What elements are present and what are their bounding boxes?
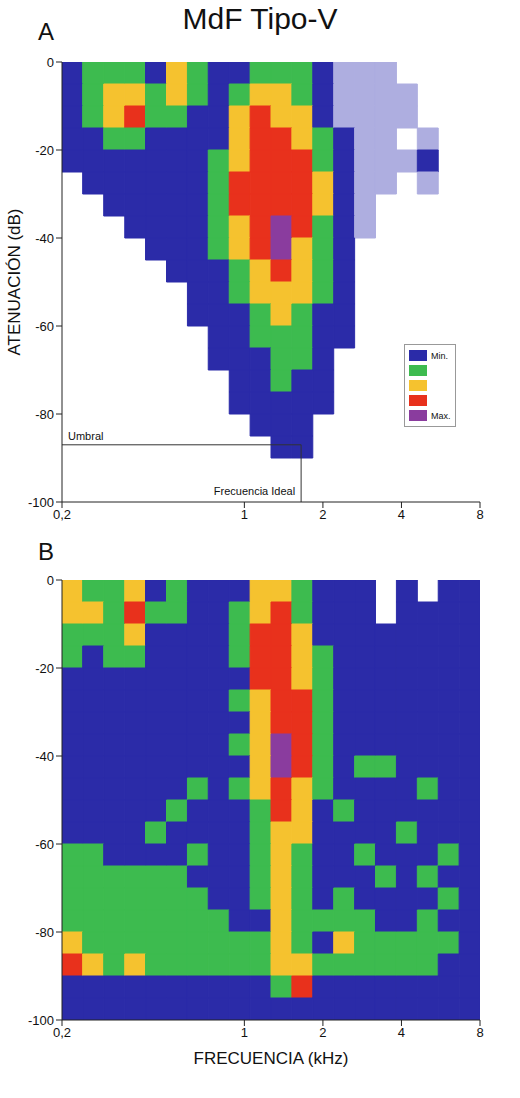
svg-text:-80: -80 (35, 925, 54, 940)
svg-text:-80: -80 (35, 407, 54, 422)
svg-text:Frecuencia Ideal: Frecuencia Ideal (214, 485, 295, 497)
svg-text:1: 1 (241, 507, 248, 522)
html-text:Min.: Min. (431, 350, 448, 361)
svg-text:8: 8 (476, 507, 483, 522)
svg-text:0,2: 0,2 (53, 1025, 71, 1040)
svg-text:2: 2 (319, 507, 326, 522)
html-text:A: A (38, 18, 54, 45)
svg-text:0: 0 (47, 573, 54, 588)
svg-text:0,2: 0,2 (53, 507, 71, 522)
svg-text:8: 8 (476, 1025, 483, 1040)
svg-text:Umbral: Umbral (68, 430, 103, 442)
svg-text:4: 4 (398, 1025, 405, 1040)
svg-text:1: 1 (241, 1025, 248, 1040)
svg-text:0: 0 (47, 55, 54, 70)
svg-text:-100: -100 (28, 495, 54, 510)
svg-text:-60: -60 (35, 837, 54, 852)
svg-text:-40: -40 (35, 231, 54, 246)
svg-text:ATENUACIÓN (dB): ATENUACIÓN (dB) (5, 208, 24, 355)
svg-text:2: 2 (319, 1025, 326, 1040)
svg-text:-60: -60 (35, 319, 54, 334)
svg-text:-20: -20 (35, 661, 54, 676)
html-text:B: B (38, 538, 54, 565)
svg-text:4: 4 (398, 507, 405, 522)
svg-text:-20: -20 (35, 143, 54, 158)
html-text:MdF Tipo-V: MdF Tipo-V (182, 2, 338, 35)
svg-text:FRECUENCIA (kHz): FRECUENCIA (kHz) (194, 1049, 349, 1068)
svg-text:-100: -100 (28, 1013, 54, 1028)
svg-text:-40: -40 (35, 749, 54, 764)
html-text:Max.: Max. (431, 410, 451, 421)
